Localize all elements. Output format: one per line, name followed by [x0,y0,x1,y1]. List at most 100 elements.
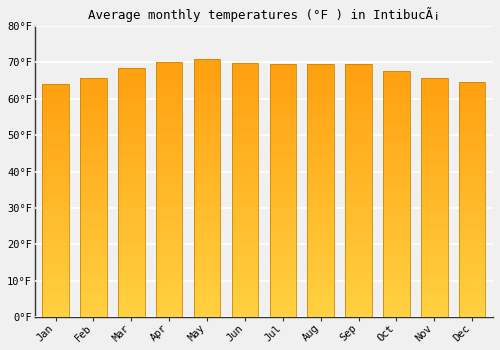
Bar [383,133,409,137]
Bar [308,195,334,199]
Bar [308,208,334,212]
Bar [42,84,69,88]
Bar [383,194,409,198]
Bar [194,71,220,76]
Bar [80,126,106,130]
Bar [118,151,144,155]
Bar [232,283,258,287]
Bar [421,257,448,261]
Bar [194,106,220,110]
Bar [459,148,485,153]
Bar [156,181,182,185]
Bar [42,298,69,302]
Bar [156,258,182,262]
Bar [232,300,258,304]
Bar [346,220,372,224]
Bar [270,124,296,128]
Bar [383,301,409,305]
Bar [270,115,296,119]
Bar [232,203,258,207]
Bar [308,119,334,124]
Bar [421,309,448,313]
Bar [232,152,258,156]
Bar [383,149,409,153]
Bar [459,223,485,227]
Bar [270,77,296,81]
Bar [308,216,334,220]
Bar [421,78,448,317]
Bar [194,287,220,291]
Bar [194,110,220,115]
Bar [232,224,258,228]
Bar [270,233,296,237]
Bar [459,196,485,199]
Bar [80,150,106,154]
Bar [156,245,182,249]
Bar [194,205,220,209]
Bar [42,166,69,169]
Bar [383,71,409,76]
Bar [118,267,144,272]
Bar [346,241,372,245]
Bar [118,180,144,184]
Bar [156,168,182,172]
Bar [270,208,296,212]
Bar [346,80,372,85]
Bar [459,121,485,125]
Bar [270,174,296,178]
Bar [42,271,69,274]
Bar [383,129,409,133]
Bar [232,135,258,139]
Bar [156,142,182,147]
Bar [459,109,485,113]
Bar [459,298,485,301]
Bar [459,129,485,133]
Bar [80,86,106,90]
Bar [156,108,182,113]
Bar [270,284,296,288]
Bar [118,275,144,280]
Bar [194,67,220,71]
Bar [270,69,296,73]
Bar [346,266,372,271]
Bar [194,227,220,231]
Bar [459,270,485,274]
Bar [383,260,409,264]
Bar [421,146,448,150]
Bar [194,257,220,261]
Bar [383,166,409,170]
Bar [308,111,334,115]
Bar [194,179,220,184]
Bar [42,104,69,107]
Bar [194,123,220,127]
Bar [156,198,182,202]
Bar [459,231,485,235]
Bar [346,262,372,266]
Bar [383,284,409,288]
Bar [383,313,409,317]
Bar [346,93,372,98]
Bar [156,249,182,253]
Bar [421,229,448,233]
Bar [383,202,409,206]
Bar [156,270,182,274]
Bar [232,110,258,114]
Bar [270,187,296,191]
Bar [42,290,69,294]
Bar [459,160,485,164]
Bar [421,186,448,190]
Bar [42,169,69,174]
Bar [118,193,144,197]
Bar [346,76,372,80]
Bar [270,191,296,195]
Bar [383,227,409,231]
Bar [383,243,409,247]
Bar [270,300,296,304]
Bar [232,266,258,271]
Bar [270,90,296,94]
Bar [308,128,334,132]
Bar [346,304,372,309]
Bar [80,297,106,301]
Bar [232,186,258,190]
Bar [459,254,485,258]
